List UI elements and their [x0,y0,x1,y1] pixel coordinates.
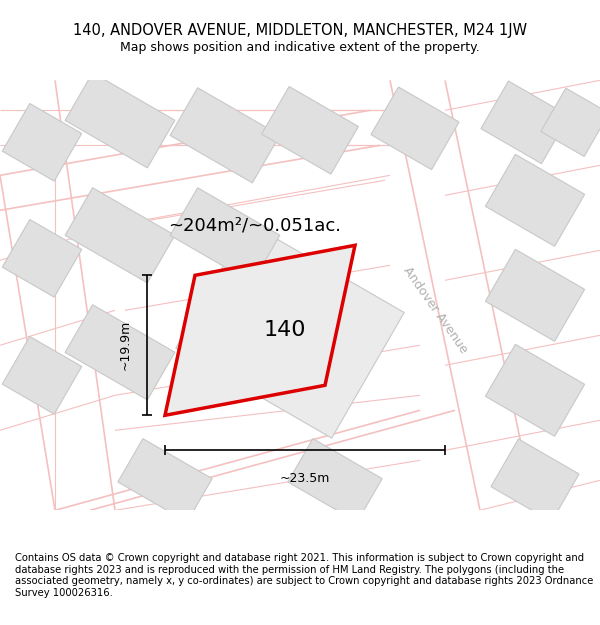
Polygon shape [2,219,82,297]
Text: ~204m²/~0.051ac.: ~204m²/~0.051ac. [169,216,341,234]
Polygon shape [2,336,82,414]
Polygon shape [2,104,82,181]
Polygon shape [65,188,175,283]
Polygon shape [176,222,404,438]
Text: Map shows position and indicative extent of the property.: Map shows position and indicative extent… [120,41,480,54]
Text: ~19.9m: ~19.9m [119,320,131,371]
Polygon shape [288,439,382,522]
Text: ~23.5m: ~23.5m [280,472,330,485]
Polygon shape [65,72,175,168]
Text: Andover Avenue: Andover Avenue [400,264,470,356]
Polygon shape [541,88,600,156]
Polygon shape [165,245,355,415]
Polygon shape [485,154,584,246]
Text: Contains OS data © Crown copyright and database right 2021. This information is : Contains OS data © Crown copyright and d… [15,553,593,598]
Polygon shape [491,439,579,522]
Polygon shape [65,305,175,400]
Polygon shape [262,86,358,174]
Polygon shape [170,88,280,183]
Polygon shape [118,439,212,522]
Text: 140, ANDOVER AVENUE, MIDDLETON, MANCHESTER, M24 1JW: 140, ANDOVER AVENUE, MIDDLETON, MANCHEST… [73,22,527,38]
Polygon shape [371,87,459,169]
Polygon shape [485,249,584,341]
Polygon shape [481,81,569,164]
Polygon shape [170,188,280,283]
Polygon shape [485,344,584,436]
Text: 140: 140 [264,320,306,340]
